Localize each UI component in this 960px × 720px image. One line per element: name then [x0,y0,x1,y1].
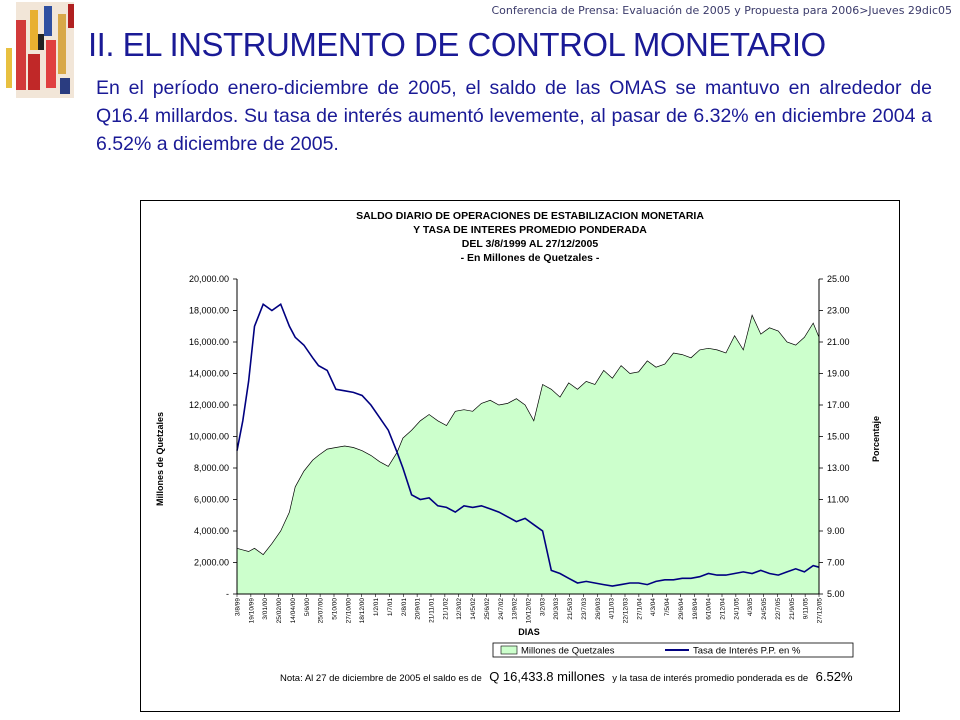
x-tick-label: 20/9/01 [415,598,422,620]
x-tick-label: 2/8/01 [401,598,408,616]
legend-swatch-saldo [500,645,518,655]
legend-label-saldo: Millones de Quetzales [521,646,615,657]
right-tick-label: 7.00 [827,558,845,568]
left-tick-label: 2,000.00 [194,558,229,568]
note-middle: y la tasa de interés promedio ponderada … [612,673,808,684]
left-tick-label: 10,000.00 [189,432,229,442]
note-rate: 6.52% [816,669,853,684]
x-tick-label: 14/04/00 [290,598,297,624]
left-tick-label: 6,000.00 [194,495,229,505]
right-axis-ticks: 5.00 7.00 9.00 11.00 13.00 15.00 17.00 19.00 21.… [819,274,850,599]
x-tick-label: 27/12/05 [817,598,824,624]
x-tick-label: 22/12/03 [623,598,630,624]
right-tick-label: 19.00 [827,369,850,379]
right-tick-label: 17.00 [827,400,850,410]
chart-title-line-1: Y TASA DE INTERES PROMEDIO PONDERADA [413,224,647,236]
x-tick-label: 9/11/05 [803,598,810,620]
x-tick-label: 5/6/00 [304,598,311,616]
x-tick-label: 27/1/04 [636,598,643,620]
x-tick-label: 20/3/03 [553,598,560,620]
chart-title-line-2: DEL 3/8/1999 AL 27/12/2005 [462,238,599,250]
x-tick-label: 22/7/05 [775,598,782,620]
left-tick-label: 16,000.00 [189,337,229,347]
x-tick-label: 1/7/01 [387,598,394,616]
x-tick-label: 3/8/99 [235,598,242,616]
x-tick-label: 3/2/03 [539,598,546,616]
body-paragraph: En el período enero-diciembre de 2005, e… [96,77,932,155]
x-tick-label: 26/9/03 [595,598,602,620]
right-axis-label: Porcentaje [871,416,881,462]
right-tick-label: 21.00 [827,337,850,347]
x-tick-label: 12/3/02 [456,598,463,620]
x-tick-label: 21/5/03 [567,598,574,620]
chart-note: Nota: Al 27 de diciembre de 2005 el sald… [280,668,853,685]
saldo-area [236,314,820,595]
x-tick-label: 4/3/04 [650,598,657,616]
tasa-line [236,302,820,587]
x-tick-label: 6/10/04 [706,598,713,620]
x-tick-label: 5/10/00 [332,598,339,620]
x-tick-label: 23/7/03 [581,598,588,620]
x-tick-label: 24/7/02 [498,598,505,620]
x-tick-label: 29/6/04 [678,598,685,620]
x-tick-label: 19/10/99 [248,598,255,624]
decorative-logo-art [2,0,78,109]
right-tick-label: 13.00 [827,463,850,473]
left-axis-label: Millones de Quetzales [155,412,165,506]
legend-label-tasa: Tasa de Interés P.P. en % [693,646,801,657]
left-tick-label: 4,000.00 [194,526,229,536]
x-tick-label: 10/12/02 [526,598,533,624]
x-tick-label: 7/5/04 [664,598,671,616]
presentation-header: Conferencia de Prensa: Evaluación de 200… [491,4,953,17]
right-tick-label: 23.00 [827,306,850,316]
x-tick-label: 24/5/05 [761,598,768,620]
x-tick-label: 2/12/04 [720,598,727,620]
tasa-line-series [236,302,820,587]
x-tick-label: 25/02/00 [276,598,283,624]
chart-title-line-0: SALDO DIARIO DE OPERACIONES DE ESTABILIZ… [356,210,704,222]
x-tick-label: 21/9/05 [789,598,796,620]
left-tick-label: 8,000.00 [194,463,229,473]
note-prefix: Nota: Al 27 de diciembre de 2005 el sald… [280,673,482,684]
x-tick-label: 25/6/02 [484,598,491,620]
x-tick-label: 13/9/02 [512,598,519,620]
left-tick-label: 12,000.00 [189,400,229,410]
omas-chart: SALDO DIARIO DE OPERACIONES DE ESTABILIZ… [155,210,881,685]
x-tick-label: 4/3/05 [747,598,754,616]
x-tick-label: 21/11/01 [429,598,436,623]
left-tick-label: - [226,589,229,599]
chart-frame: SALDO DIARIO DE OPERACIONES DE ESTABILIZ… [140,200,900,712]
left-axis-ticks: - 2,000.00 4,000.00 6,000.00 8,000.00 10,000.… [189,274,237,599]
x-tick-label: 18/12/00 [359,598,366,624]
x-axis-ticks: 3/8/99 19/10/99 3/01/00 25/02/00 14/04/00 5/6… [235,594,824,623]
x-tick-label: 27/10/00 [345,598,352,624]
left-tick-label: 20,000.00 [189,274,229,284]
chart-title: SALDO DIARIO DE OPERACIONES DE ESTABILIZ… [356,210,704,264]
page-title: II. EL INSTRUMENTO DE CONTROL MONETARIO [88,26,826,63]
right-tick-label: 15.00 [827,432,850,442]
x-tick-label: 3/01/00 [262,598,269,620]
x-tick-label: 24/1/05 [733,598,740,620]
right-tick-label: 11.00 [827,495,849,505]
saldo-area-series [236,314,820,595]
left-tick-label: 14,000.00 [189,369,229,379]
x-axis-label: DIAS [518,627,540,637]
left-tick-label: 18,000.00 [189,306,229,316]
x-tick-label: 19/8/04 [692,598,699,620]
chart-title-line-3: - En Millones de Quetzales - [461,252,600,264]
right-tick-label: 25.00 [827,274,850,284]
right-tick-label: 5.00 [827,589,845,599]
x-tick-label: 4/11/03 [609,598,616,620]
x-tick-label: 21/1/02 [442,598,449,620]
x-tick-label: 25/07/00 [318,598,325,624]
x-tick-label: 1/2/01 [373,598,380,616]
x-tick-label: 14/5/02 [470,598,477,620]
note-amount: Q 16,433.8 millones [489,669,605,684]
svg-text:Nota: Al 27 de diciembre de: Nota: Al 27 de diciembre de 2005 el sald… [280,668,853,685]
right-tick-label: 9.00 [827,526,845,536]
chart-legend: Millones de Quetzales Tasa de Interés P.… [492,642,854,658]
